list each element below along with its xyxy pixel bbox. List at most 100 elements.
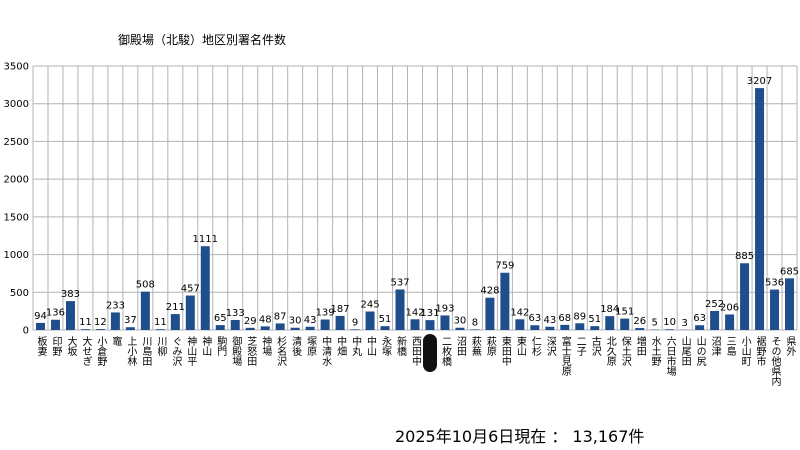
x-tick-label: 山尾田 bbox=[679, 336, 691, 366]
data-label: 131 bbox=[420, 308, 439, 319]
data-label: 759 bbox=[495, 261, 514, 272]
bar bbox=[365, 311, 375, 330]
data-label: 252 bbox=[705, 299, 724, 310]
x-tick-label: 中山 bbox=[365, 335, 377, 356]
x-tick-label: 沼津 bbox=[709, 335, 721, 357]
x-tick-label: 沼田 bbox=[454, 335, 466, 356]
x-tick-label: 大せぎ bbox=[80, 335, 92, 366]
x-tick-label: 永塚 bbox=[380, 335, 392, 357]
bar bbox=[350, 329, 360, 330]
data-label: 187 bbox=[331, 304, 350, 315]
x-tick-label: 神山平 bbox=[185, 335, 197, 367]
x-tick-label: 萩原 bbox=[484, 336, 496, 356]
bar bbox=[290, 327, 300, 330]
data-label: 65 bbox=[214, 313, 227, 324]
data-label: 1111 bbox=[193, 234, 218, 245]
bar bbox=[140, 291, 150, 330]
data-label: 11 bbox=[79, 317, 92, 328]
data-label: 139 bbox=[316, 308, 335, 319]
bar bbox=[125, 327, 135, 330]
x-tick-label: 三島 bbox=[724, 336, 736, 357]
data-label: 142 bbox=[510, 307, 529, 318]
data-label: 29 bbox=[244, 316, 257, 327]
bar bbox=[695, 325, 705, 330]
x-tick-label: 小倉野 bbox=[95, 336, 107, 366]
x-tick-label: 北久原 bbox=[604, 336, 616, 366]
bar bbox=[155, 329, 165, 330]
x-tick-label: 増田 bbox=[634, 335, 646, 356]
bar bbox=[440, 315, 450, 330]
x-tick-label: 神場 bbox=[260, 335, 272, 357]
x-tick-label: 新橋 bbox=[395, 335, 407, 357]
y-tick-label: 3500 bbox=[4, 62, 29, 73]
data-label: 51 bbox=[379, 314, 392, 325]
data-label: 428 bbox=[480, 286, 499, 297]
bar bbox=[185, 295, 195, 330]
bar bbox=[770, 289, 780, 330]
x-tick-label: 東山 bbox=[514, 335, 526, 356]
data-label: 11 bbox=[154, 317, 167, 328]
x-tick-label: 杉名沢 bbox=[275, 335, 287, 367]
data-label: 51 bbox=[588, 314, 601, 325]
data-label: 68 bbox=[558, 313, 571, 324]
data-label: 457 bbox=[181, 284, 200, 295]
data-label: 184 bbox=[600, 304, 619, 315]
bar bbox=[260, 326, 270, 330]
bar bbox=[515, 319, 525, 330]
data-label: 30 bbox=[454, 316, 467, 327]
bar bbox=[425, 320, 435, 330]
bar bbox=[395, 289, 405, 330]
data-label: 536 bbox=[765, 278, 784, 289]
bar bbox=[485, 297, 495, 330]
bar bbox=[110, 312, 120, 330]
x-tick-label: 水土野 bbox=[649, 336, 661, 366]
bar bbox=[80, 329, 90, 330]
chart-title: 御殿場（北駿）地区別署名件数 bbox=[118, 32, 286, 47]
data-label: 63 bbox=[693, 313, 706, 324]
x-tick-label: 川島田 bbox=[140, 336, 152, 366]
y-tick-label: 1000 bbox=[4, 250, 29, 261]
data-label: 537 bbox=[390, 277, 409, 288]
x-tick-label: 上小林 bbox=[125, 336, 137, 367]
bar bbox=[245, 327, 255, 330]
footer-note: 2025年10月6日現在 ： 13,167件 bbox=[395, 427, 644, 446]
data-label: 685 bbox=[780, 266, 799, 277]
x-tick-label: 川柳 bbox=[155, 336, 167, 357]
x-tick-label: 神山 bbox=[200, 335, 212, 356]
bar bbox=[65, 301, 75, 330]
x-tick-label: 仁杉 bbox=[529, 336, 541, 357]
data-label: 508 bbox=[136, 280, 155, 291]
bar bbox=[335, 315, 345, 330]
bar bbox=[95, 329, 105, 330]
data-label: 43 bbox=[304, 315, 317, 326]
data-label: 3 bbox=[681, 318, 687, 329]
y-tick-label: 0 bbox=[23, 326, 29, 337]
bar bbox=[740, 263, 750, 330]
bar bbox=[170, 314, 180, 330]
data-label: 30 bbox=[289, 316, 302, 327]
x-tick-label: 二枚橋 bbox=[439, 336, 451, 367]
x-tick-label: ぐみ沢 bbox=[170, 336, 182, 367]
data-label: 48 bbox=[259, 314, 272, 325]
x-tick-label: 駒門 bbox=[215, 336, 227, 357]
bar bbox=[620, 318, 630, 330]
bar bbox=[200, 246, 210, 330]
data-label: 151 bbox=[615, 307, 634, 318]
data-label: 206 bbox=[720, 302, 739, 313]
data-label: 63 bbox=[528, 313, 541, 324]
data-label: 10 bbox=[663, 317, 676, 328]
x-tick-label: 小山町 bbox=[739, 336, 751, 366]
bar bbox=[545, 326, 555, 330]
bar bbox=[500, 272, 510, 330]
x-tick-label: 大坂 bbox=[65, 335, 77, 357]
x-tick-label: 六日市場 bbox=[664, 336, 676, 377]
x-tick-label: 保土沢 bbox=[619, 335, 631, 367]
x-tick-label: 板妻 bbox=[35, 335, 47, 357]
x-tick-label: その他県内 bbox=[769, 336, 781, 387]
data-label: 3207 bbox=[747, 76, 772, 87]
y-tick-label: 2500 bbox=[4, 137, 29, 148]
x-tick-label: 印野 bbox=[50, 336, 62, 356]
bar bbox=[215, 325, 225, 330]
x-tick-label: 深沢 bbox=[544, 336, 556, 357]
